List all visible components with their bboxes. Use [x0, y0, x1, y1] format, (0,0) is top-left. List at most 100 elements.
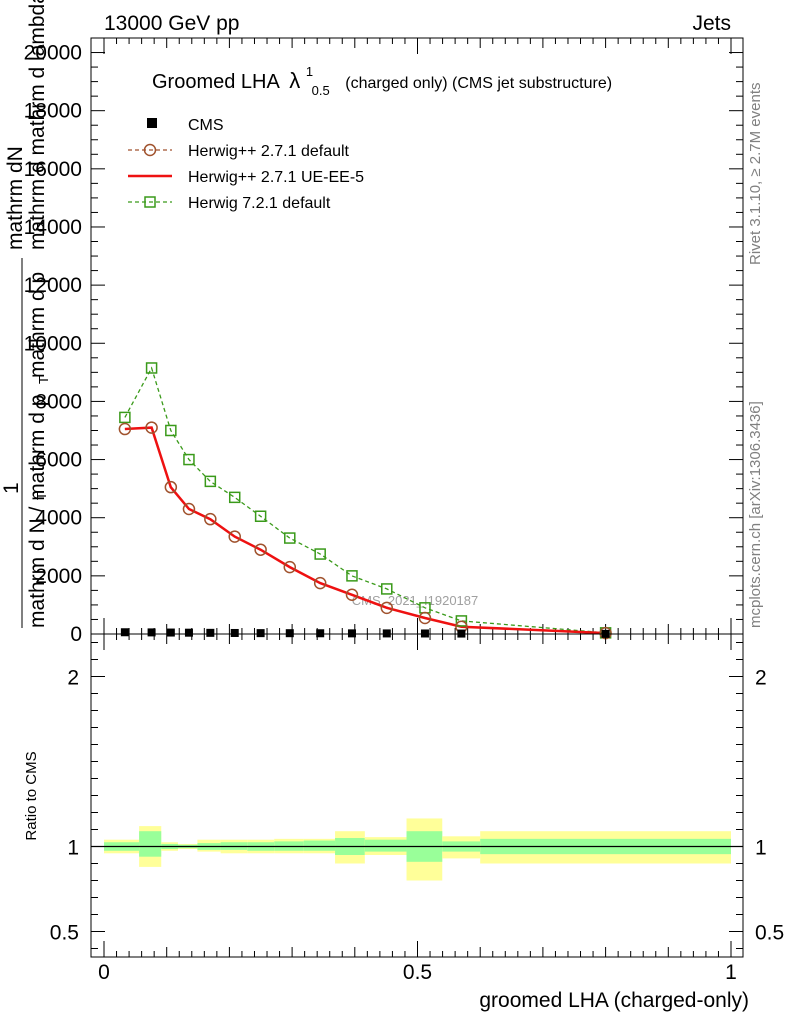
main-x-axis	[103, 38, 732, 634]
point-herwig-default	[254, 543, 267, 556]
point-herwig7	[314, 548, 326, 560]
main-ytick-label: 6000	[35, 449, 82, 472]
point-herwig7	[346, 570, 358, 582]
point-herwig7	[145, 362, 158, 374]
chart-title-lambda: λ	[289, 68, 300, 93]
point-cms	[120, 628, 129, 637]
ratio-ytick-label-right: 2	[755, 667, 767, 690]
chart-title-sub: 0.5	[312, 83, 330, 98]
point-herwig-default	[313, 576, 327, 590]
ratio-ytick-label: 1	[67, 837, 79, 860]
y-label-num-dn: mathrm dN	[4, 146, 27, 250]
point-herwig-default	[380, 601, 394, 615]
point-herwig7	[204, 475, 217, 488]
point-herwig7	[284, 532, 296, 544]
point-herwig7	[381, 583, 393, 595]
mcplots-text: mcplots.cern.ch [arXiv:1306.3436]	[747, 401, 764, 628]
y-label-one: 1	[0, 482, 23, 494]
ratio-band-inner	[303, 840, 336, 851]
point-herwig-default	[228, 530, 241, 543]
legend-label-herwig-ue: Herwig++ 2.7.1 UE-EE-5	[188, 169, 364, 186]
ratio-band-inner	[139, 831, 162, 857]
main-plot: 0 2000 4000 6000 8000 10000 12000 14000 16000 180…	[0, 0, 744, 646]
legend-label-herwig7: Herwig 7.2.1 default	[188, 195, 331, 212]
ratio-x-axis: 0 0.5 1	[98, 634, 737, 984]
legend-item-cms: CMS	[147, 117, 224, 134]
y-label-den: mathrm d N / mathrm d p	[26, 395, 49, 628]
x-axis-label: groomed LHA (charged-only)	[479, 989, 749, 1012]
ratio-ytick-label: 2	[67, 667, 79, 690]
ratio-plot: 0.5 0.51 12 2 0 0.5 1 Ratio to CMS groomed LH…	[23, 633, 784, 1012]
main-ytick-label: 14000	[24, 216, 82, 239]
point-cms	[166, 628, 175, 637]
point-cms	[230, 628, 239, 637]
point-cms	[256, 629, 265, 638]
point-cms	[420, 629, 429, 638]
point-cms	[382, 629, 391, 638]
legend-marker-cms	[147, 118, 157, 128]
y-label-den-t: T	[34, 492, 49, 500]
series-line-herwig-ue	[124, 426, 606, 635]
legend-marker-herwig-default	[143, 143, 157, 157]
main-y-label: mathrm dN mathrm d p T mathrm d mathrm d…	[0, 0, 51, 628]
point-cms	[285, 629, 294, 638]
point-cms	[206, 628, 215, 637]
xtick-label: 0.5	[403, 961, 432, 984]
main-y-axis: 0 2000 4000 6000 8000 10000 12000 14000 16000 180…	[24, 42, 743, 646]
xtick-label: 0	[98, 961, 110, 984]
point-herwig-default	[418, 611, 432, 625]
xtick-label: 1	[725, 961, 737, 984]
point-herwig7	[254, 510, 267, 523]
main-ytick-label: 18000	[24, 100, 82, 123]
point-cms	[316, 629, 325, 638]
chart-title: Groomed LHA λ 1 0.5 (charged only) (CMS …	[152, 59, 612, 100]
y-label-num-dlambda: mathrm d mathrm d lambda	[26, 0, 49, 250]
point-herwig-default	[283, 560, 297, 574]
legend-item-herwig-ue: Herwig++ 2.7.1 UE-EE-5	[128, 169, 364, 186]
main-ytick-label: 10000	[24, 332, 82, 355]
ratio-ytick-label: 0.5	[50, 922, 79, 945]
ratio-frame	[90, 633, 744, 958]
point-herwig7	[183, 453, 195, 466]
ratio-band-inner	[364, 839, 407, 852]
legend-item-herwig7: Herwig 7.2.1 default	[128, 195, 331, 212]
ratio-bands	[104, 818, 731, 881]
chart-title-suffix: (charged only) (CMS jet substructure)	[345, 75, 612, 92]
y-label-num-dpt: mathrm d p	[26, 272, 49, 378]
chart-title-text: Groomed LHA	[152, 71, 280, 93]
main-ytick-label: 8000	[35, 390, 82, 413]
ratio-y-label: Ratio to CMS	[23, 751, 40, 840]
ratio-ytick-label-right: 1	[755, 837, 767, 860]
legend-marker-herwig7	[144, 196, 156, 208]
main-ytick-label: 2000	[35, 565, 82, 588]
main-ytick-label: 0	[70, 623, 82, 646]
ratio-ytick-label-right: 0.5	[755, 922, 784, 945]
legend: CMS Herwig++ 2.7.1 default Herwig++ 2.7.…	[128, 117, 364, 212]
point-herwig-default	[345, 588, 359, 602]
point-herwig7	[119, 411, 131, 424]
point-herwig-default	[145, 421, 158, 434]
point-cms	[184, 628, 193, 637]
point-herwig-default	[182, 502, 196, 516]
header-right: Jets	[692, 12, 731, 35]
point-herwig7	[455, 615, 468, 627]
legend-item-herwig-default: Herwig++ 2.7.1 default	[128, 143, 350, 160]
header-left: 13000 GeV pp	[104, 12, 239, 35]
main-ytick-label: 20000	[24, 42, 82, 65]
y-label-num-t: T	[36, 376, 51, 384]
main-ytick-label: 16000	[24, 158, 82, 181]
point-herwig-default	[204, 512, 217, 526]
legend-label-cms: CMS	[188, 117, 224, 134]
point-herwig7	[165, 424, 177, 437]
point-herwig7	[228, 491, 241, 504]
chart-title-sup: 1	[306, 64, 313, 79]
main-ytick-label: 4000	[35, 507, 82, 530]
point-herwig-default	[164, 480, 178, 494]
point-herwig-default	[118, 422, 132, 436]
point-cms	[347, 629, 356, 638]
legend-label-herwig-default: Herwig++ 2.7.1 default	[188, 143, 350, 160]
ratio-y-axis: 0.5 0.5 1 1 2 2	[50, 642, 784, 949]
point-cms	[147, 628, 156, 637]
main-ytick-label: 12000	[24, 274, 82, 297]
